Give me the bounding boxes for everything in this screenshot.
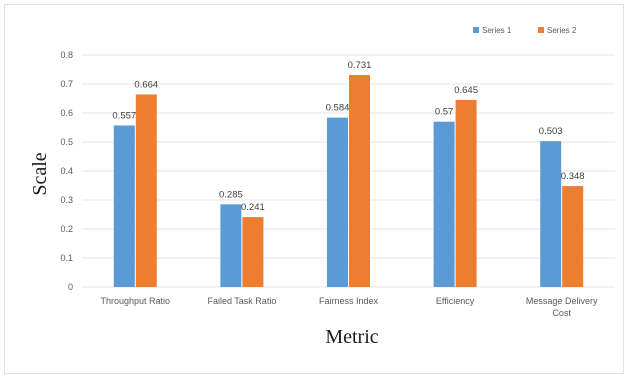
y-axis-ticks: 0 0.1 0.2 0.3 0.4 0.5 0.6 0.7 0.8	[60, 50, 73, 292]
y-tick-label: 0.7	[60, 79, 73, 89]
data-label: 0.645	[454, 85, 478, 96]
category-label: Efficiency	[436, 296, 475, 306]
x-axis-title: Metric	[325, 326, 378, 348]
bar-series-2	[562, 186, 584, 287]
bar-series-1	[540, 141, 562, 287]
y-tick-label: 0.4	[60, 166, 73, 176]
legend-label: Series 2	[547, 26, 577, 35]
category-label: Throughput Ratio	[101, 296, 171, 306]
legend-swatch	[473, 27, 479, 33]
bar-series-1	[220, 204, 242, 287]
y-tick-label: 0.8	[60, 50, 73, 60]
bars	[113, 75, 584, 287]
bar-series-1	[327, 117, 348, 287]
category-label: Failed Task Ratio	[207, 296, 276, 306]
bar-series-2	[135, 94, 157, 287]
category-label: Message Delivery	[526, 296, 598, 306]
data-label: 0.348	[561, 171, 585, 182]
gridlines	[82, 54, 615, 288]
y-tick-label: 0.3	[60, 195, 73, 205]
bar-series-1	[433, 121, 455, 287]
y-tick-label: 0.1	[60, 253, 73, 263]
legend-label: Series 1	[482, 26, 512, 35]
legend: Series 1 Series 2	[473, 26, 577, 35]
y-tick-label: 0	[68, 282, 73, 292]
y-tick-label: 0.6	[60, 108, 73, 118]
category-label: Cost	[552, 308, 571, 318]
data-labels: 0.557 0.664 0.285 0.241 0.584 0.731 0.570.645 0…	[112, 60, 584, 213]
bar-series-1	[113, 125, 135, 287]
data-label: 0.584	[326, 103, 350, 114]
category-label: Fairness Index	[319, 296, 379, 306]
chart-frame	[4, 4, 624, 374]
data-label: 0.664	[134, 79, 158, 90]
bar-series-2	[242, 217, 264, 287]
y-axis-title: Scale	[29, 152, 51, 195]
y-tick-label: 0.2	[60, 224, 73, 234]
data-label: 0.285	[219, 189, 243, 200]
bar-series-2	[349, 75, 370, 287]
data-label: 0.241	[241, 202, 265, 213]
data-label: 0.731	[348, 60, 372, 71]
data-label: 0.57	[435, 107, 454, 118]
legend-swatch	[538, 27, 544, 33]
data-label: 0.557	[112, 110, 136, 121]
y-tick-label: 0.5	[60, 137, 73, 147]
data-label: 0.503	[539, 126, 563, 137]
x-axis-categories: Throughput Ratio Failed Task Ratio Fairnes…	[101, 296, 598, 318]
bar-series-2	[455, 99, 477, 287]
